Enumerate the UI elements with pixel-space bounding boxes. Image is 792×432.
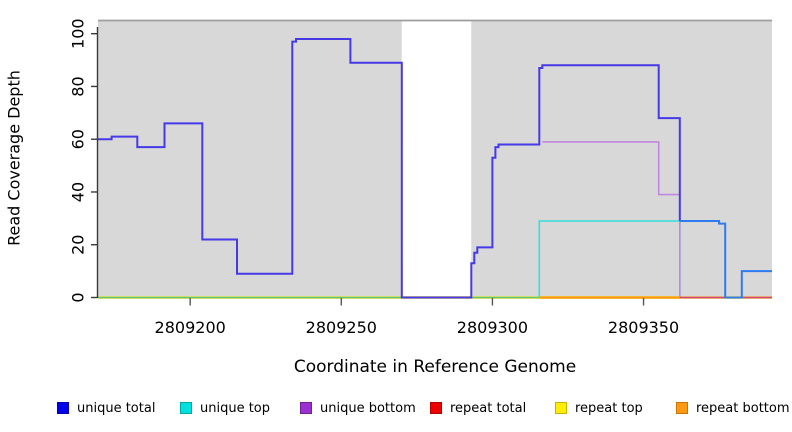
y-axis-title: Read Coverage Depth <box>4 70 24 246</box>
y-tick-label: 40 <box>68 182 87 202</box>
y-tick-label: 100 <box>68 18 87 49</box>
x-tick-label: 2809250 <box>306 318 377 337</box>
x-tick-label: 2809350 <box>608 318 679 337</box>
series-unique-total <box>679 220 772 299</box>
coverage-gap-band <box>401 20 472 298</box>
legend-entry-unique-total: unique total <box>57 398 155 418</box>
y-tick-label: 0 <box>69 292 88 302</box>
legend-label: unique top <box>200 400 271 416</box>
y-tick-label: 20 <box>69 235 88 255</box>
legend-label: repeat top <box>575 400 643 416</box>
series-unique-bottom <box>542 141 681 298</box>
legend-swatch-icon <box>57 402 69 414</box>
legend-entry-repeat-top: repeat top <box>555 398 643 418</box>
legend-swatch-icon <box>180 402 192 414</box>
legend-label: repeat total <box>450 400 527 416</box>
legend-swatch-icon <box>300 402 312 414</box>
x-axis-title: Coordinate in Reference Genome <box>293 357 577 377</box>
legend-label: unique bottom <box>320 400 416 416</box>
legend-entry-unique-top: unique top <box>180 398 270 418</box>
x-tick-label: 2809300 <box>457 318 528 337</box>
legend-swatch-icon <box>555 402 567 414</box>
y-tick-label: 60 <box>69 129 88 149</box>
legend-entry-repeat-total: repeat total <box>430 398 526 418</box>
legend-label: unique total <box>77 400 156 416</box>
y-tick-label: 80 <box>68 76 87 96</box>
x-tick-label: 2809200 <box>155 318 226 337</box>
series-unique-total <box>98 38 681 299</box>
legend-swatch-icon <box>430 402 442 414</box>
chart-canvas: 0 20 40 60 80 100 2809200 2809250 2809300 2809350 <box>68 18 772 337</box>
legend-swatch-icon <box>676 402 688 414</box>
legend-label: repeat bottom <box>696 400 790 416</box>
legend-entry-repeat-bottom: repeat bottom <box>676 398 790 418</box>
legend-entry-unique-bottom: unique bottom <box>300 398 416 418</box>
legend: unique total unique top unique bottom repea… <box>0 398 792 422</box>
